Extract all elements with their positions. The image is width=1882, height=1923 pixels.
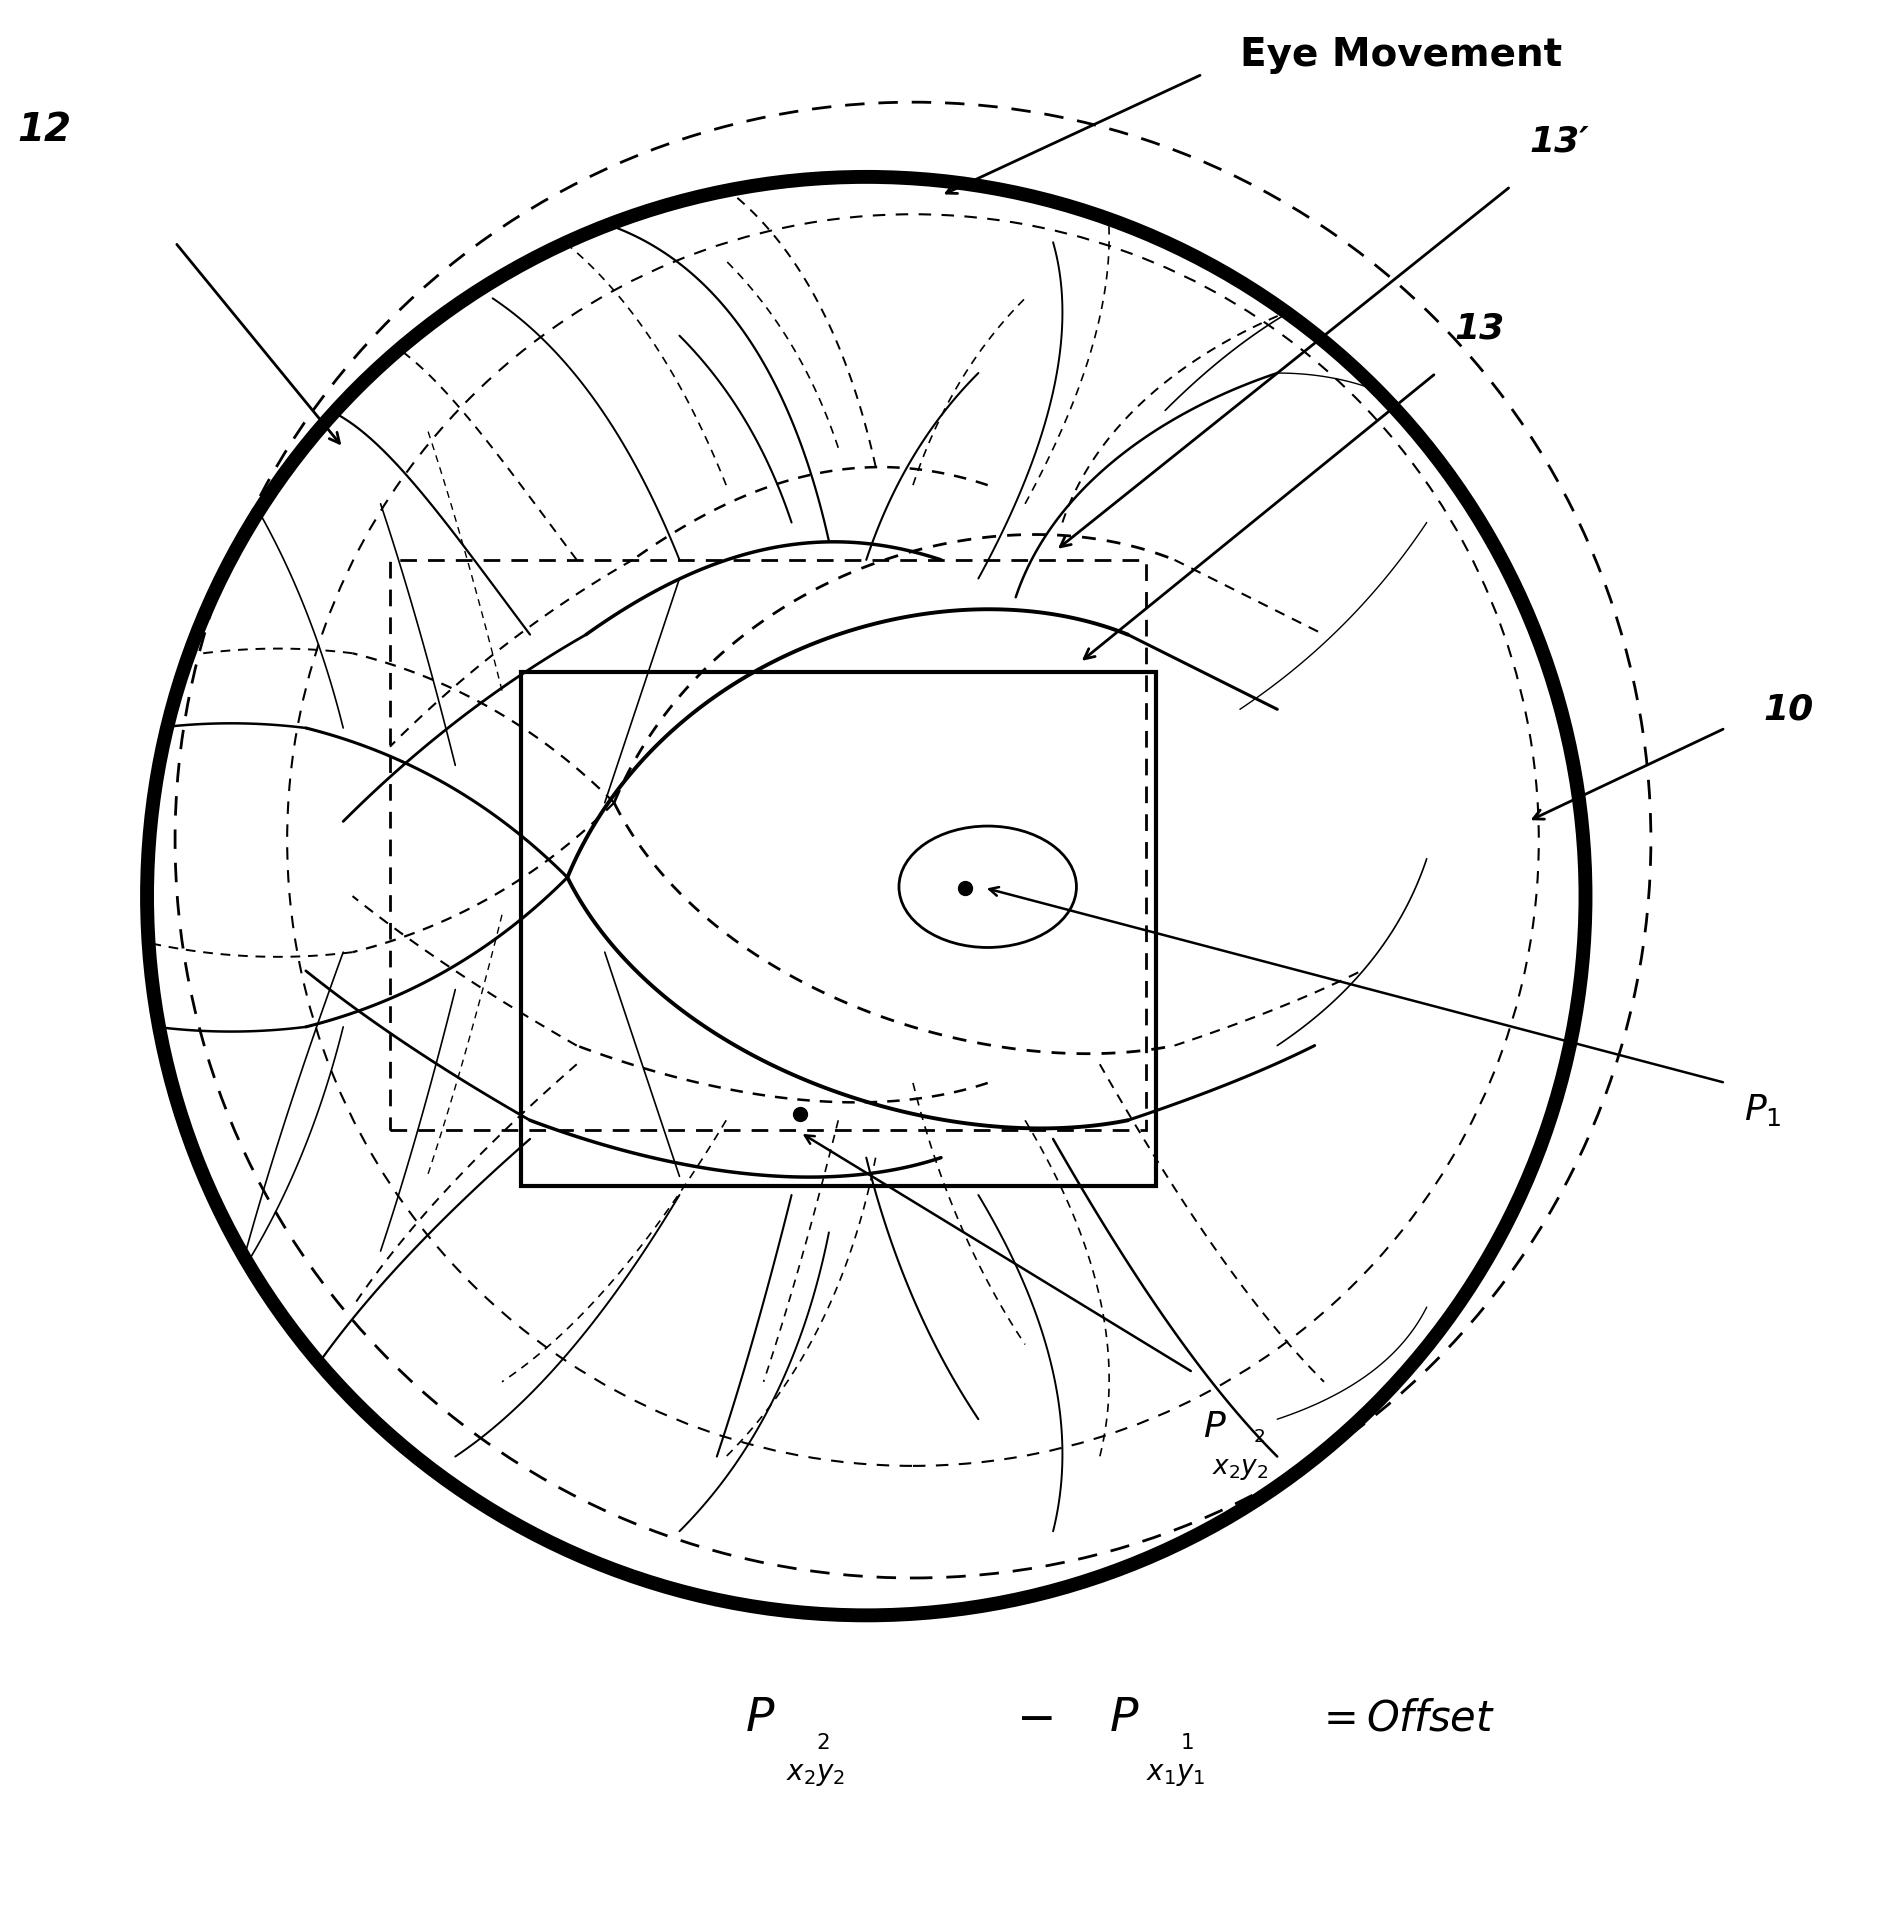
Text: $-$: $-$ — [1016, 1694, 1052, 1740]
Text: 12: 12 — [17, 112, 72, 148]
Text: $_2$: $_2$ — [1253, 1419, 1265, 1444]
Text: $x_2y_2$: $x_2y_2$ — [787, 1761, 845, 1788]
Text: $\mathit{P}$: $\mathit{P}$ — [1108, 1694, 1139, 1740]
Text: 13′: 13′ — [1530, 125, 1588, 158]
Text: 13: 13 — [1455, 312, 1506, 344]
Bar — [521, 671, 1156, 1186]
Text: $_2$: $_2$ — [815, 1721, 830, 1752]
Text: $x_1y_1$: $x_1y_1$ — [1146, 1761, 1206, 1788]
Text: $_1$: $_1$ — [1180, 1721, 1193, 1752]
Bar — [390, 560, 1146, 1129]
Text: $x_2y_2$: $x_2y_2$ — [1212, 1456, 1268, 1481]
Text: Eye Movement: Eye Movement — [1240, 37, 1562, 75]
Text: $\mathit{P}$: $\mathit{P}$ — [745, 1694, 775, 1740]
Text: $\mathit{P}_1$: $\mathit{P}_1$ — [1745, 1092, 1782, 1129]
Text: $= \mathit{Offset}$: $= \mathit{Offset}$ — [1316, 1698, 1494, 1738]
Text: 10: 10 — [1763, 692, 1812, 727]
Text: $\mathit{P}$: $\mathit{P}$ — [1203, 1410, 1227, 1444]
